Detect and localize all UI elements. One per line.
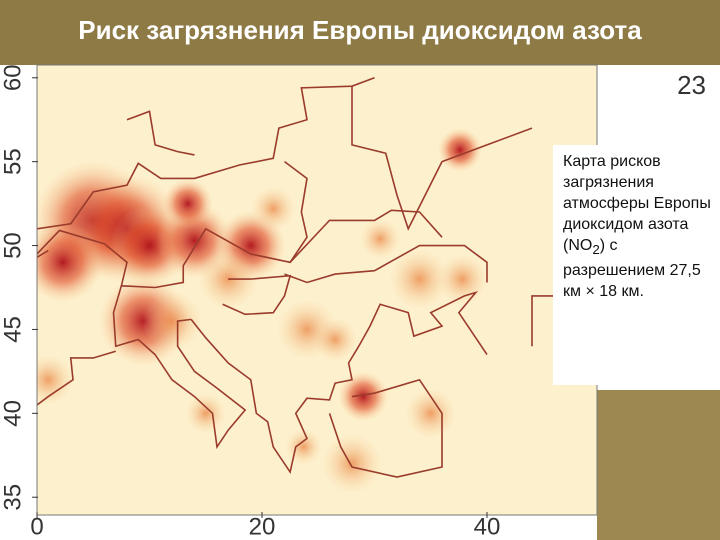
pollution-spot <box>142 291 202 352</box>
pollution-spot <box>162 178 213 229</box>
caption-subscript: 2 <box>592 242 600 258</box>
pollution-spot <box>389 249 450 310</box>
pollution-spot <box>437 254 488 305</box>
pollution-spot <box>405 388 456 439</box>
pollution-spot <box>438 127 482 172</box>
map-area <box>37 65 597 515</box>
border-line <box>37 77 375 230</box>
pollution-spot <box>360 218 401 259</box>
pollution-spot <box>338 371 389 422</box>
border-line <box>37 161 308 289</box>
title-bar <box>0 0 720 65</box>
side-panel <box>597 390 720 540</box>
caption: Карта рисков загрязнения атмосферы Европ… <box>553 145 718 385</box>
y-tick-label: 55 <box>0 148 26 175</box>
pollution-spot <box>251 186 296 231</box>
pollution-spot <box>37 222 103 303</box>
caption-text: ) с разрешением 27,5 км × 18 км. <box>563 237 701 301</box>
slide-number: 23 <box>677 70 706 100</box>
pollution-spot <box>322 433 382 494</box>
x-tick-label: 0 <box>30 513 43 540</box>
slide-title: Риск загрязнения Европы диоксидом азота <box>78 15 642 45</box>
y-tick-label: 60 <box>0 64 26 91</box>
pollution-spot <box>37 354 74 405</box>
border-line <box>222 274 292 316</box>
border-line <box>126 110 195 156</box>
border-line <box>37 350 116 406</box>
x-tick-label: 40 <box>474 513 501 540</box>
y-tick-label: 35 <box>0 484 26 511</box>
caption-text: Карта рисков загрязнения атмосферы Европ… <box>563 153 711 254</box>
y-tick-label: 50 <box>0 232 26 259</box>
pollution-spot <box>313 317 358 362</box>
border-line <box>289 209 443 263</box>
pollution-spot <box>185 393 226 434</box>
border-line <box>284 244 488 284</box>
y-tick-label: 45 <box>0 316 26 343</box>
x-tick-label: 20 <box>249 513 276 540</box>
border-line <box>328 378 443 478</box>
border-line <box>37 249 49 258</box>
pollution-spot <box>285 428 322 465</box>
border-line <box>351 86 533 231</box>
y-tick-label: 40 <box>0 400 26 427</box>
border-line <box>112 285 247 450</box>
border-line <box>190 291 488 475</box>
